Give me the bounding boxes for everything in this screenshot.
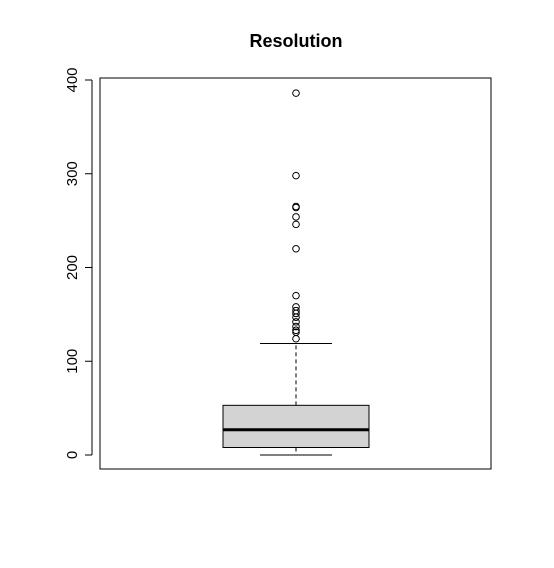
y-tick-label: 0 (64, 451, 81, 459)
outlier-point (292, 213, 300, 221)
outlier-point (292, 309, 300, 318)
plot-frame (99, 77, 492, 470)
outlier-point (292, 89, 300, 97)
chart-title: Resolution (250, 31, 343, 51)
outlier-point (292, 313, 300, 321)
y-axis: 0 100 200 300 400 (64, 67, 93, 459)
outlier-points (292, 89, 300, 343)
outlier-point (292, 203, 300, 212)
box-and-whiskers (222, 342, 370, 456)
y-tick-label: 200 (64, 255, 81, 280)
outlier-point (292, 171, 300, 180)
outlier-point (292, 244, 300, 253)
interquartile-box (222, 404, 370, 448)
outlier-point (292, 322, 300, 331)
outlier-point (292, 318, 300, 326)
outlier-point (292, 291, 300, 300)
y-tick-label: 100 (64, 349, 81, 374)
outlier-point (292, 220, 300, 229)
y-tick-label: 400 (64, 67, 81, 92)
y-tick-label: 300 (64, 161, 81, 186)
outlier-point (292, 334, 300, 343)
